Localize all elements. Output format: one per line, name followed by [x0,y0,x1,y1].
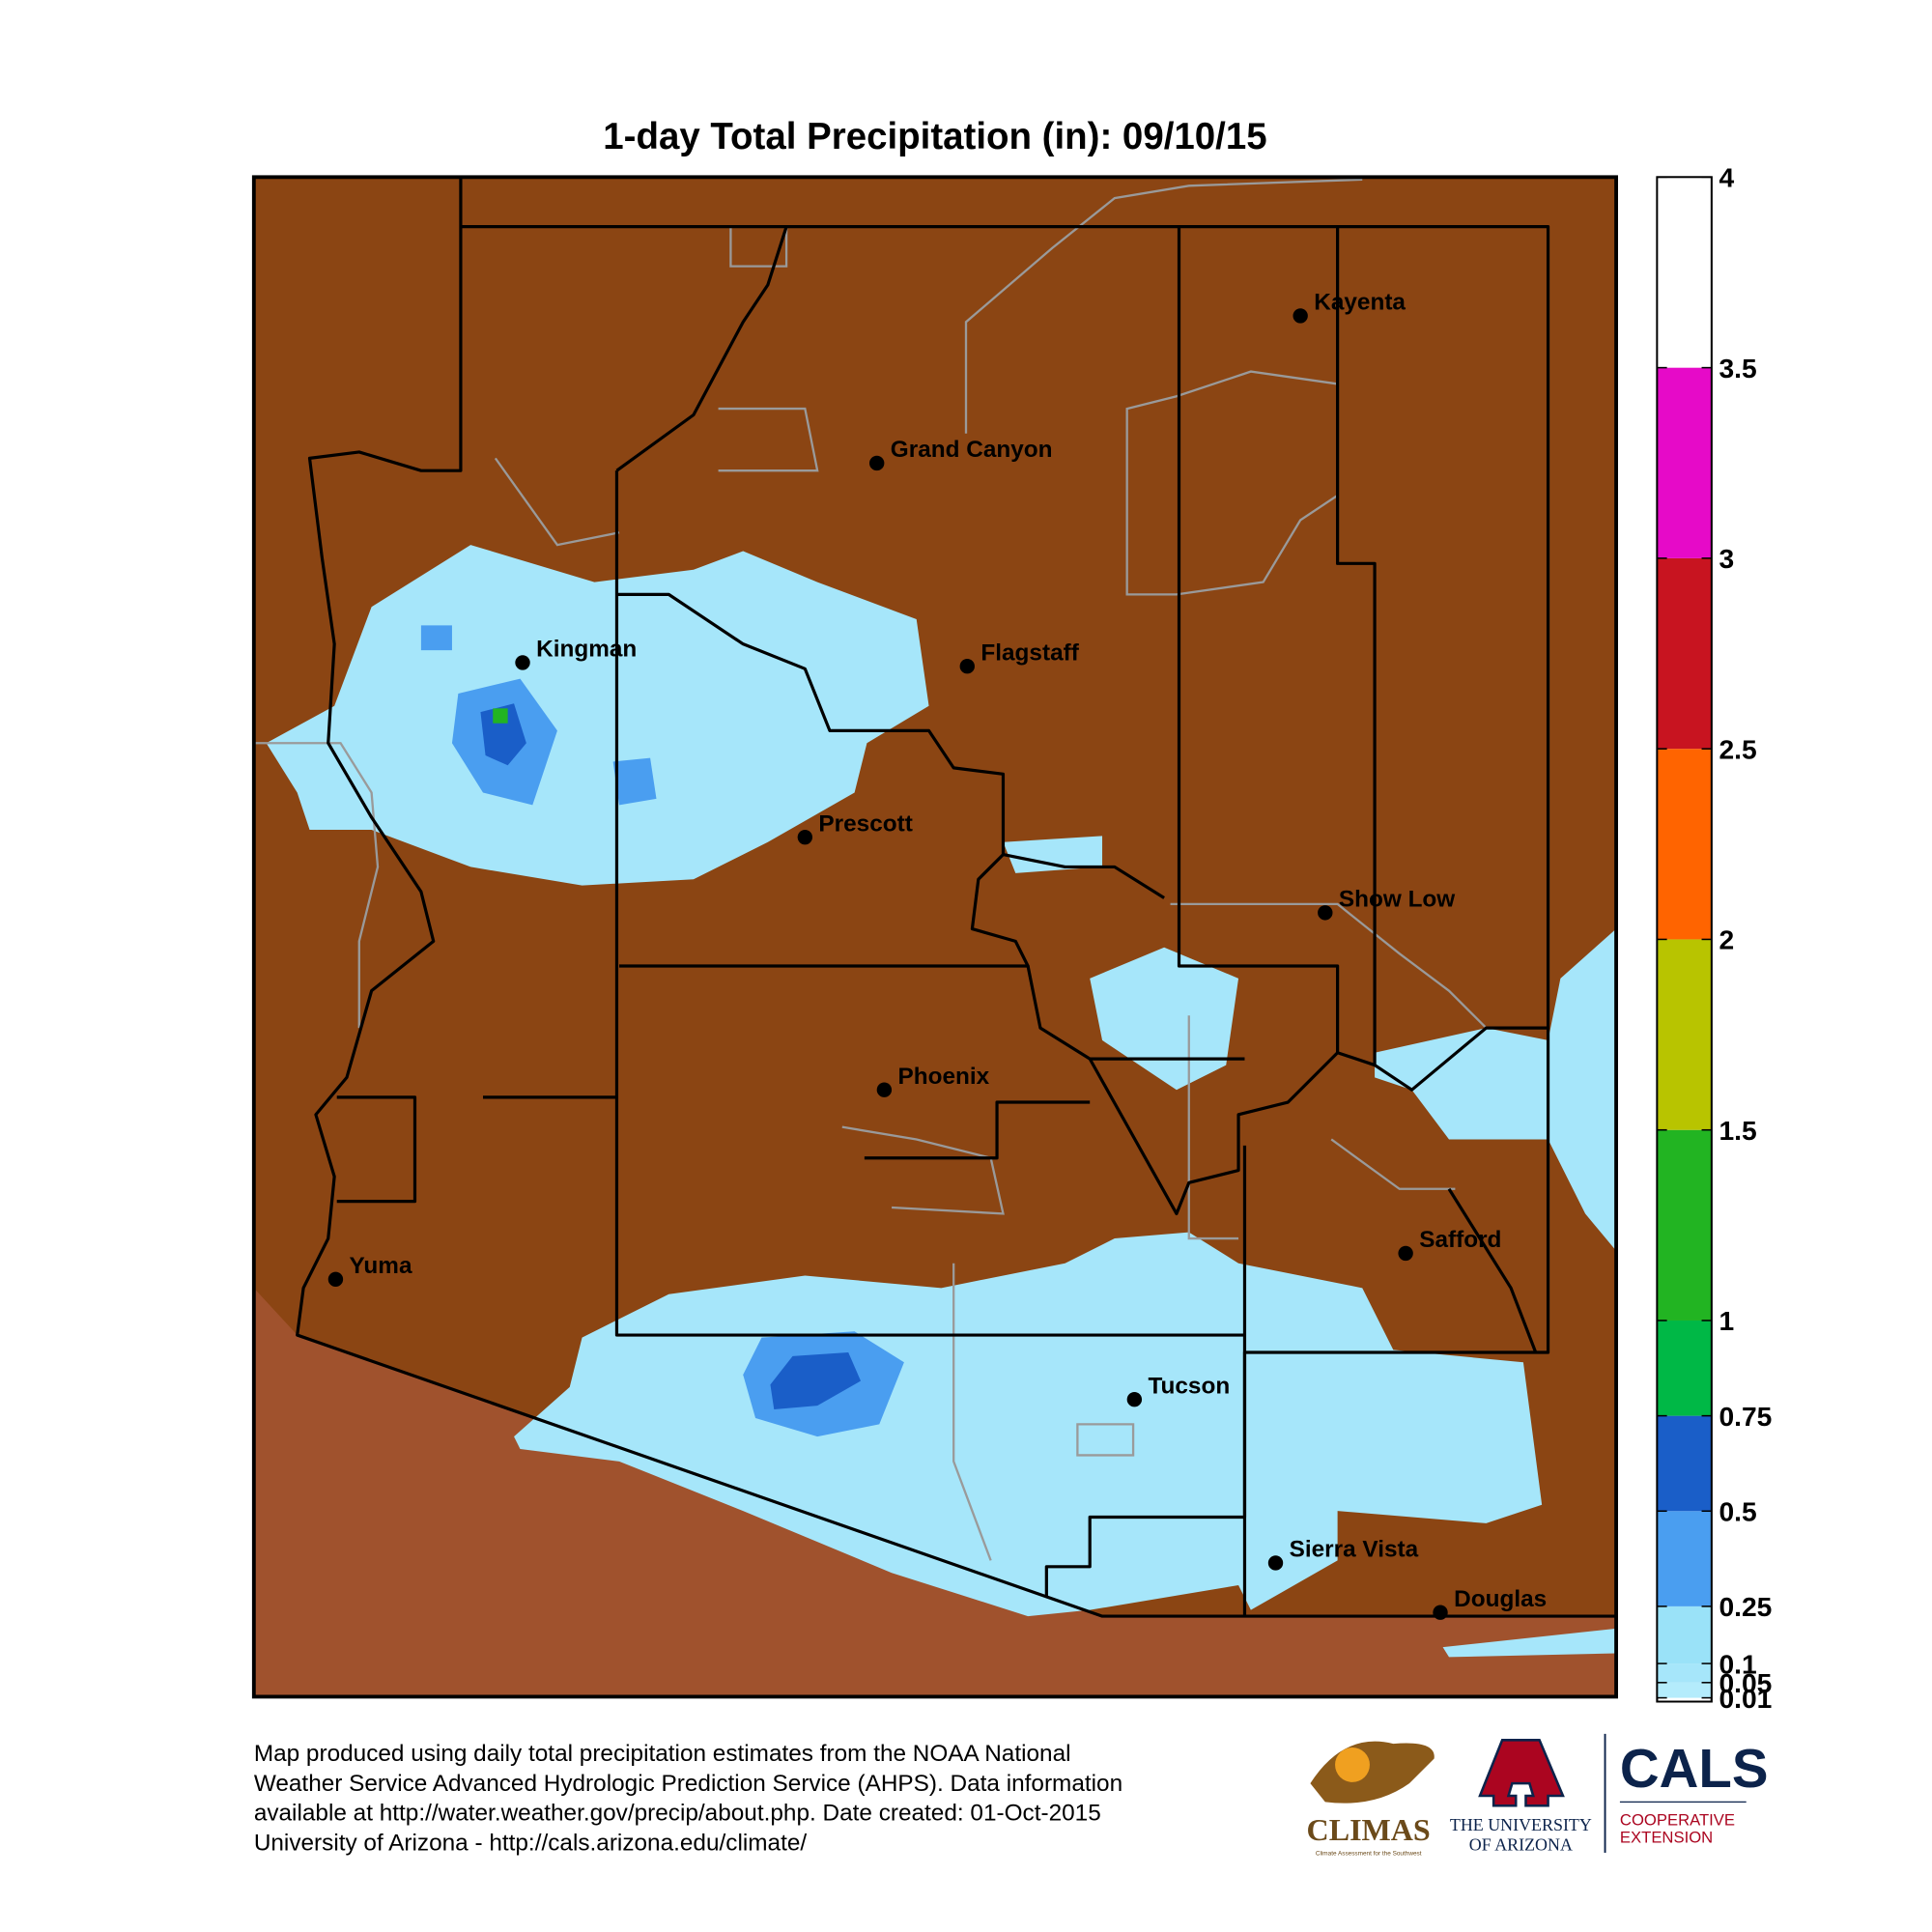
map-title: 1-day Total Precipitation (in): 09/10/15 [603,116,1266,157]
colorbar-segment [1657,939,1712,1130]
city-dot [1293,308,1308,324]
climas-logo [1335,1747,1370,1782]
colorbar-label: 3.5 [1719,353,1756,384]
climas-logo [1310,1741,1435,1804]
city-label: Flagstaff [980,639,1079,666]
colorbar-label: 2.5 [1719,733,1756,764]
footer: Map produced using daily total precipita… [254,1741,1122,1856]
cals-sub: COOPERATIVE [1620,1811,1735,1830]
precip-area [493,708,508,724]
footer-line: Map produced using daily total precipita… [254,1741,1071,1767]
precip-area [480,703,526,766]
colorbar-segment [1657,1605,1712,1664]
city-dot [1433,1605,1448,1620]
colorbar-segment [1657,1129,1712,1321]
colorbar-label: 0.75 [1719,1401,1772,1432]
precip-area [770,1352,862,1409]
colorbar-segment [1657,367,1712,558]
colorbar-label: 0.05 [1719,1667,1772,1698]
city-label: Phoenix [897,1064,989,1090]
colorbar-segment [1657,749,1712,940]
footer-line: Weather Service Advanced Hydrologic Pred… [254,1771,1122,1797]
city-dot [1398,1245,1413,1262]
colorbar-segment [1657,177,1712,368]
map-frame [251,175,1618,1699]
colorbar-segment [1657,1663,1712,1683]
mexico [253,1288,1617,1697]
colorbar-segment [1657,1320,1712,1416]
city-dot [515,655,530,670]
city-label: Yuma [350,1253,412,1279]
colorbar-label: 0.5 [1719,1496,1756,1527]
city-dot [797,829,813,845]
city-label: Kingman [536,636,637,662]
colorbar-label: 4 [1719,162,1734,193]
colorbar-label: 1 [1719,1305,1734,1336]
map [251,175,1618,1699]
colorbar-label: 0.25 [1719,1591,1772,1622]
colorbar-segment [1657,1415,1712,1512]
city-label: Show Low [1339,886,1455,912]
colorbar-label: 0.01 [1719,1683,1772,1714]
city-label: Safford [1419,1227,1501,1253]
ua-name: OF ARIZONA [1469,1834,1573,1854]
climas-sub: Climate Assessment for the Southwest [1316,1851,1422,1858]
colorbar-segment [1657,1682,1712,1698]
city-label: Prescott [818,810,912,837]
county-lines [296,177,1617,1618]
city-dot [876,1082,893,1097]
cals-sub: EXTENSION [1620,1829,1713,1847]
city-dot [327,1271,344,1288]
colorbar-frame [1656,176,1713,1703]
footer-line: University of Arizona - http://cals.ariz… [254,1830,808,1856]
city-label: Tucson [1148,1373,1230,1399]
city-label: Kayenta [1314,290,1406,316]
logos: CLIMAS Climate Assessment for the Southw… [1307,1733,1769,1858]
colorbar-segment [1657,557,1712,750]
colorbar-label: 0.1 [1719,1648,1756,1679]
city-label: Sierra Vista [1290,1537,1419,1563]
city-dot [1318,905,1333,921]
ua-logo [1478,1739,1565,1807]
colorbar-label: 2 [1719,924,1734,955]
city-dot [1126,1392,1143,1407]
footer-line: available at http://water.weather.gov/pr… [254,1801,1101,1827]
city-dot [1267,1555,1284,1571]
cals-name: CALS [1620,1738,1769,1799]
climas-name: CLIMAS [1307,1812,1431,1847]
city-dot [869,455,885,471]
city-label: Grand Canyon [891,437,1053,463]
precip-area [420,625,657,806]
precip-area [514,1232,1543,1617]
city-label: Douglas [1454,1586,1547,1612]
colorbar-label: 3 [1719,543,1734,574]
ua-name: THE UNIVERSITY [1450,1815,1592,1834]
colorbar-label: 1.5 [1719,1115,1756,1146]
precip-area [1003,836,1617,1658]
colorbar-segment [1657,1511,1712,1606]
city-dot [959,659,975,674]
